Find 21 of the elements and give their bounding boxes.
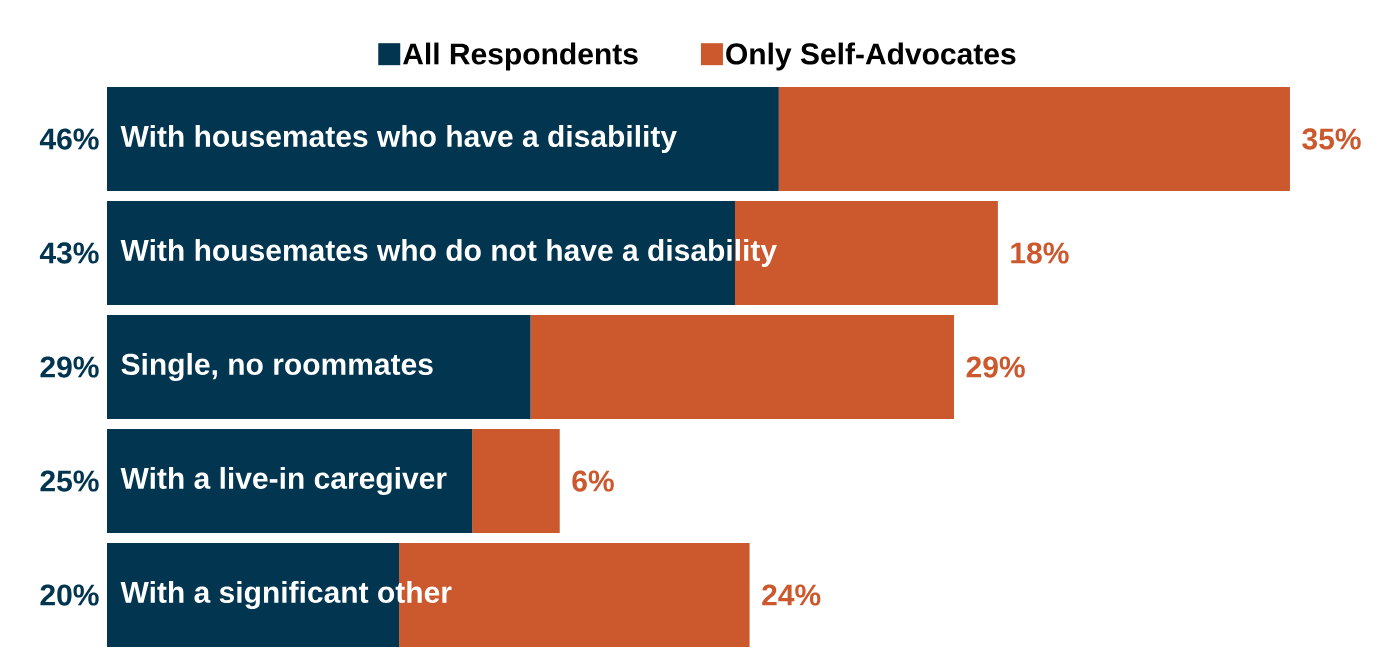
legend-label: All Respondents — [403, 42, 638, 71]
bar — [107, 429, 473, 534]
legend-label: Only Self-Advocates — [726, 42, 1016, 71]
bar — [472, 429, 560, 534]
bar — [530, 315, 955, 419]
data-label: 20% — [40, 584, 99, 606]
data-label: 29% — [966, 356, 1025, 378]
y-tick-label: Single, no roommates — [121, 352, 433, 382]
data-label: 25% — [40, 470, 99, 492]
data-label: 18% — [1011, 242, 1069, 264]
data-label: 6% — [572, 470, 614, 492]
bar — [107, 87, 779, 192]
y-tick-label: With housemates who have a disability — [120, 125, 677, 153]
data-label: 24% — [762, 584, 821, 606]
data-label: 46% — [39, 128, 99, 150]
data-label: 29% — [40, 356, 99, 378]
y-tick-label: With a live-in caregiver — [120, 466, 447, 496]
data-label: 35% — [1302, 128, 1361, 150]
bar — [778, 87, 1290, 192]
data-label: 43% — [39, 242, 99, 264]
bar — [107, 315, 531, 419]
